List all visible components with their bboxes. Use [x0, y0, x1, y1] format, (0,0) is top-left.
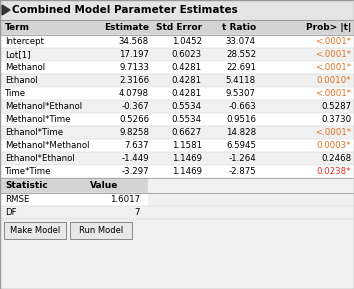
- Bar: [0, 126, 354, 139]
- Text: -0.367: -0.367: [121, 102, 149, 111]
- Text: 1.1469: 1.1469: [172, 154, 202, 163]
- Bar: [0, 152, 354, 165]
- Bar: [70, 222, 132, 239]
- Text: 2.3166: 2.3166: [119, 76, 149, 85]
- Text: 0.5287: 0.5287: [321, 102, 351, 111]
- Bar: [0, 100, 354, 113]
- Text: -1.264: -1.264: [228, 154, 256, 163]
- Text: Methanol*Methanol: Methanol*Methanol: [5, 141, 90, 150]
- Text: Methanol*Time: Methanol*Time: [5, 115, 70, 124]
- Text: 0.4281: 0.4281: [172, 76, 202, 85]
- Text: 9.7133: 9.7133: [119, 63, 149, 72]
- Text: 9.8258: 9.8258: [119, 128, 149, 137]
- Text: 7: 7: [135, 208, 140, 217]
- Text: -1.449: -1.449: [121, 154, 149, 163]
- Bar: [0, 35, 354, 48]
- Text: 0.0003*: 0.0003*: [316, 141, 351, 150]
- Text: Time*Time: Time*Time: [5, 167, 51, 176]
- Text: -0.663: -0.663: [228, 102, 256, 111]
- Text: 14.828: 14.828: [226, 128, 256, 137]
- Text: 33.074: 33.074: [226, 37, 256, 46]
- Text: <.0001*: <.0001*: [315, 63, 351, 72]
- Text: 4.0798: 4.0798: [119, 89, 149, 98]
- Text: Methanol*Ethanol: Methanol*Ethanol: [5, 102, 82, 111]
- Bar: [0, 113, 354, 126]
- Bar: [148, 206, 354, 219]
- Text: 0.0010*: 0.0010*: [316, 76, 351, 85]
- Text: -2.875: -2.875: [228, 167, 256, 176]
- Bar: [0, 48, 354, 61]
- Text: Time: Time: [5, 89, 26, 98]
- Bar: [0, 0, 354, 20]
- Text: Intercept: Intercept: [5, 37, 44, 46]
- Text: 7.637: 7.637: [124, 141, 149, 150]
- Text: 22.691: 22.691: [226, 63, 256, 72]
- Bar: [0, 139, 354, 152]
- Text: Estimate: Estimate: [104, 23, 149, 32]
- Text: 17.197: 17.197: [119, 50, 149, 59]
- Bar: [0, 165, 354, 178]
- Text: Make Model: Make Model: [10, 226, 60, 235]
- Text: Prob> |t|: Prob> |t|: [306, 23, 351, 32]
- Text: t Ratio: t Ratio: [222, 23, 256, 32]
- Bar: [0, 178, 148, 193]
- Text: Ethanol: Ethanol: [5, 76, 38, 85]
- Text: Lot[1]: Lot[1]: [5, 50, 30, 59]
- Text: 1.1469: 1.1469: [172, 167, 202, 176]
- Bar: [148, 193, 354, 206]
- Text: 0.6023: 0.6023: [172, 50, 202, 59]
- Text: 0.0238*: 0.0238*: [316, 167, 351, 176]
- Bar: [0, 206, 148, 219]
- Text: 0.5534: 0.5534: [172, 115, 202, 124]
- Polygon shape: [2, 5, 10, 15]
- Bar: [0, 61, 354, 74]
- Text: 6.5945: 6.5945: [226, 141, 256, 150]
- Text: RMSE: RMSE: [5, 195, 29, 204]
- Text: Value: Value: [90, 181, 118, 190]
- Bar: [0, 87, 354, 100]
- Text: 1.0452: 1.0452: [172, 37, 202, 46]
- Text: Ethanol*Ethanol: Ethanol*Ethanol: [5, 154, 75, 163]
- Text: Run Model: Run Model: [79, 226, 123, 235]
- Text: Combined Model Parameter Estimates: Combined Model Parameter Estimates: [12, 5, 238, 15]
- Text: <.0001*: <.0001*: [315, 37, 351, 46]
- Text: 0.2468: 0.2468: [321, 154, 351, 163]
- Text: 0.4281: 0.4281: [172, 89, 202, 98]
- Text: Methanol: Methanol: [5, 63, 45, 72]
- Bar: [0, 20, 354, 35]
- Text: <.0001*: <.0001*: [315, 89, 351, 98]
- Bar: [0, 193, 148, 206]
- Text: Term: Term: [5, 23, 30, 32]
- Text: DF: DF: [5, 208, 17, 217]
- Text: <.0001*: <.0001*: [315, 128, 351, 137]
- Text: 0.5534: 0.5534: [172, 102, 202, 111]
- Text: Ethanol*Time: Ethanol*Time: [5, 128, 63, 137]
- Text: 1.6017: 1.6017: [110, 195, 140, 204]
- Text: <.0001*: <.0001*: [315, 50, 351, 59]
- Bar: [0, 74, 354, 87]
- Text: 0.9516: 0.9516: [226, 115, 256, 124]
- Bar: [148, 178, 354, 193]
- Text: 0.6627: 0.6627: [172, 128, 202, 137]
- Text: 0.3730: 0.3730: [321, 115, 351, 124]
- Text: 28.552: 28.552: [226, 50, 256, 59]
- Text: -3.297: -3.297: [121, 167, 149, 176]
- Text: Statistic: Statistic: [5, 181, 48, 190]
- Text: 9.5307: 9.5307: [226, 89, 256, 98]
- Text: 34.568: 34.568: [119, 37, 149, 46]
- Text: 0.4281: 0.4281: [172, 63, 202, 72]
- Text: 0.5266: 0.5266: [119, 115, 149, 124]
- Bar: [4, 222, 66, 239]
- Text: Std Error: Std Error: [156, 23, 202, 32]
- Text: 5.4118: 5.4118: [226, 76, 256, 85]
- Text: 1.1581: 1.1581: [172, 141, 202, 150]
